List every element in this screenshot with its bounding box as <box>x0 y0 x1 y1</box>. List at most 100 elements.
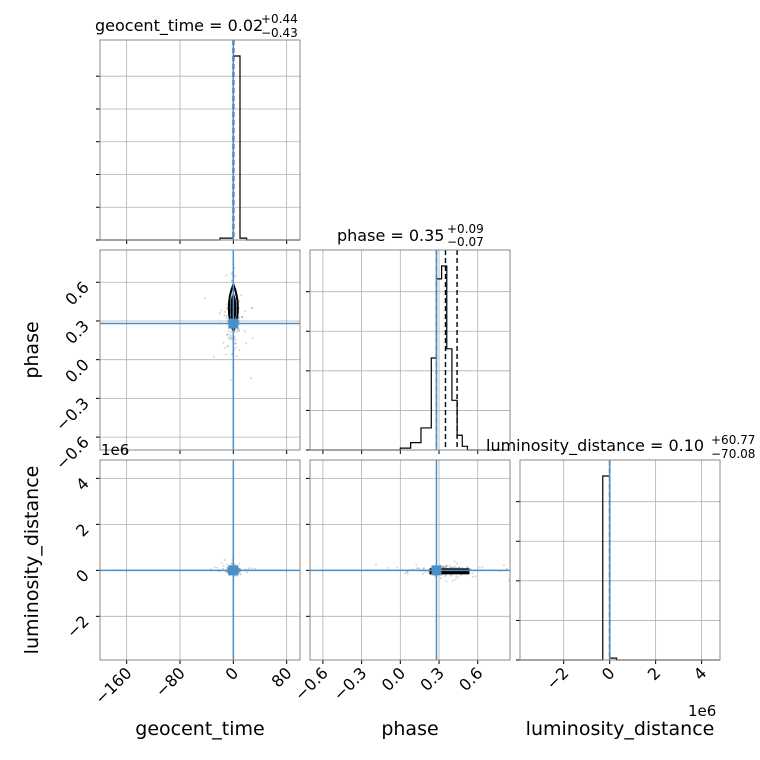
x-tick-label: 4 <box>690 663 711 684</box>
y-label-luminosity-distance: luminosity_distance <box>21 466 43 655</box>
sample-point <box>223 347 226 349</box>
sample-point <box>466 566 469 569</box>
y-tick-label: 2 <box>72 520 93 541</box>
sample-point <box>241 315 243 318</box>
sample-point <box>216 566 219 569</box>
sample-point <box>229 336 232 339</box>
x-label-geocent-time: geocent_time <box>135 718 264 740</box>
title-luminosity-distance-upper: +60.77 <box>711 433 755 447</box>
sample-point <box>225 274 228 277</box>
sample-point <box>505 567 508 570</box>
sample-point <box>481 566 484 569</box>
sample-point <box>458 566 461 569</box>
sample-point <box>244 310 246 313</box>
sample-point <box>406 573 409 576</box>
sample-point <box>251 337 254 340</box>
sample-point <box>234 342 237 345</box>
sample-point <box>458 566 461 569</box>
sample-point <box>238 349 241 352</box>
sample-point <box>471 572 474 575</box>
sample-point <box>478 566 481 569</box>
sample-point <box>442 565 445 568</box>
sample-point <box>223 559 226 561</box>
sample-point <box>238 300 241 303</box>
sample-point <box>237 330 240 332</box>
sample-point <box>439 577 442 579</box>
x-tick-label: −0.6 <box>291 663 332 704</box>
histogram-step <box>520 475 720 661</box>
sample-point <box>250 567 253 570</box>
sample-point <box>238 570 241 573</box>
title-geocent-time-upper: +0.44 <box>261 12 298 26</box>
sample-point <box>233 563 236 566</box>
x-tick-label: −2 <box>542 663 572 693</box>
sample-point <box>226 563 228 566</box>
sample-point <box>227 336 230 339</box>
sample-point <box>237 316 240 319</box>
y-tick-label: −0.6 <box>52 432 93 473</box>
density-core <box>429 568 470 575</box>
sample-point <box>237 329 240 332</box>
sample-point <box>418 567 421 570</box>
sample-point <box>224 310 226 313</box>
sample-point <box>417 567 420 570</box>
sample-point <box>234 342 237 345</box>
x-tick-label: −160 <box>91 663 136 708</box>
sample-point <box>241 316 244 319</box>
sample-point <box>396 566 399 569</box>
x-tick-label: 0.6 <box>455 663 486 694</box>
sample-point <box>451 579 454 582</box>
sample-point <box>226 303 229 306</box>
sample-point <box>234 338 237 341</box>
sample-point <box>224 353 227 356</box>
sample-point <box>230 331 232 333</box>
sample-point <box>228 333 230 336</box>
sample-point <box>453 560 456 563</box>
hist-panel-geocent-time <box>96 39 301 244</box>
sample-point <box>254 567 256 570</box>
x-tick-label: 0 <box>222 663 243 684</box>
x-tick-label: −80 <box>152 663 189 700</box>
title-luminosity-distance: luminosity_distance = 0.10 <box>486 436 704 456</box>
sample-point <box>231 562 233 565</box>
sample-point <box>240 294 243 297</box>
sample-point <box>406 570 409 573</box>
sample-point <box>441 565 444 568</box>
title-phase: phase = 0.35 <box>337 226 444 245</box>
sample-point <box>220 309 223 312</box>
sample-point <box>445 565 448 568</box>
sample-point <box>230 334 233 337</box>
injection-marker <box>228 565 239 576</box>
sample-point <box>226 567 229 569</box>
sample-point <box>456 562 458 565</box>
panel-frame <box>99 39 301 241</box>
sample-point <box>455 575 458 578</box>
sample-point <box>415 567 418 570</box>
title-geocent-time: geocent_time = 0.02 <box>95 16 263 36</box>
sample-point <box>222 341 225 344</box>
histogram-step <box>100 55 300 241</box>
y-tick-label: 0.0 <box>61 355 92 386</box>
sample-point <box>229 379 232 382</box>
hist-panel-luminosity-distance <box>516 459 721 664</box>
sample-point <box>469 568 472 570</box>
sample-point <box>448 565 451 567</box>
sample-point <box>422 567 425 570</box>
sample-point <box>237 567 240 570</box>
sample-point <box>218 312 221 315</box>
x-tick-label: 80 <box>268 663 296 691</box>
title-phase-lower: −0.07 <box>447 235 484 249</box>
hist-panel-phase <box>306 249 511 454</box>
sample-point <box>226 319 229 322</box>
sample-point <box>225 314 228 317</box>
sample-point <box>444 566 447 569</box>
y-tick-label: 0 <box>72 566 93 587</box>
sample-point <box>386 566 389 569</box>
sample-point <box>235 331 238 334</box>
sample-point <box>213 566 216 568</box>
sample-point <box>457 576 460 579</box>
sample-point <box>236 328 239 331</box>
sample-point <box>241 316 244 318</box>
sample-point <box>424 571 427 573</box>
sample-point <box>374 563 377 566</box>
